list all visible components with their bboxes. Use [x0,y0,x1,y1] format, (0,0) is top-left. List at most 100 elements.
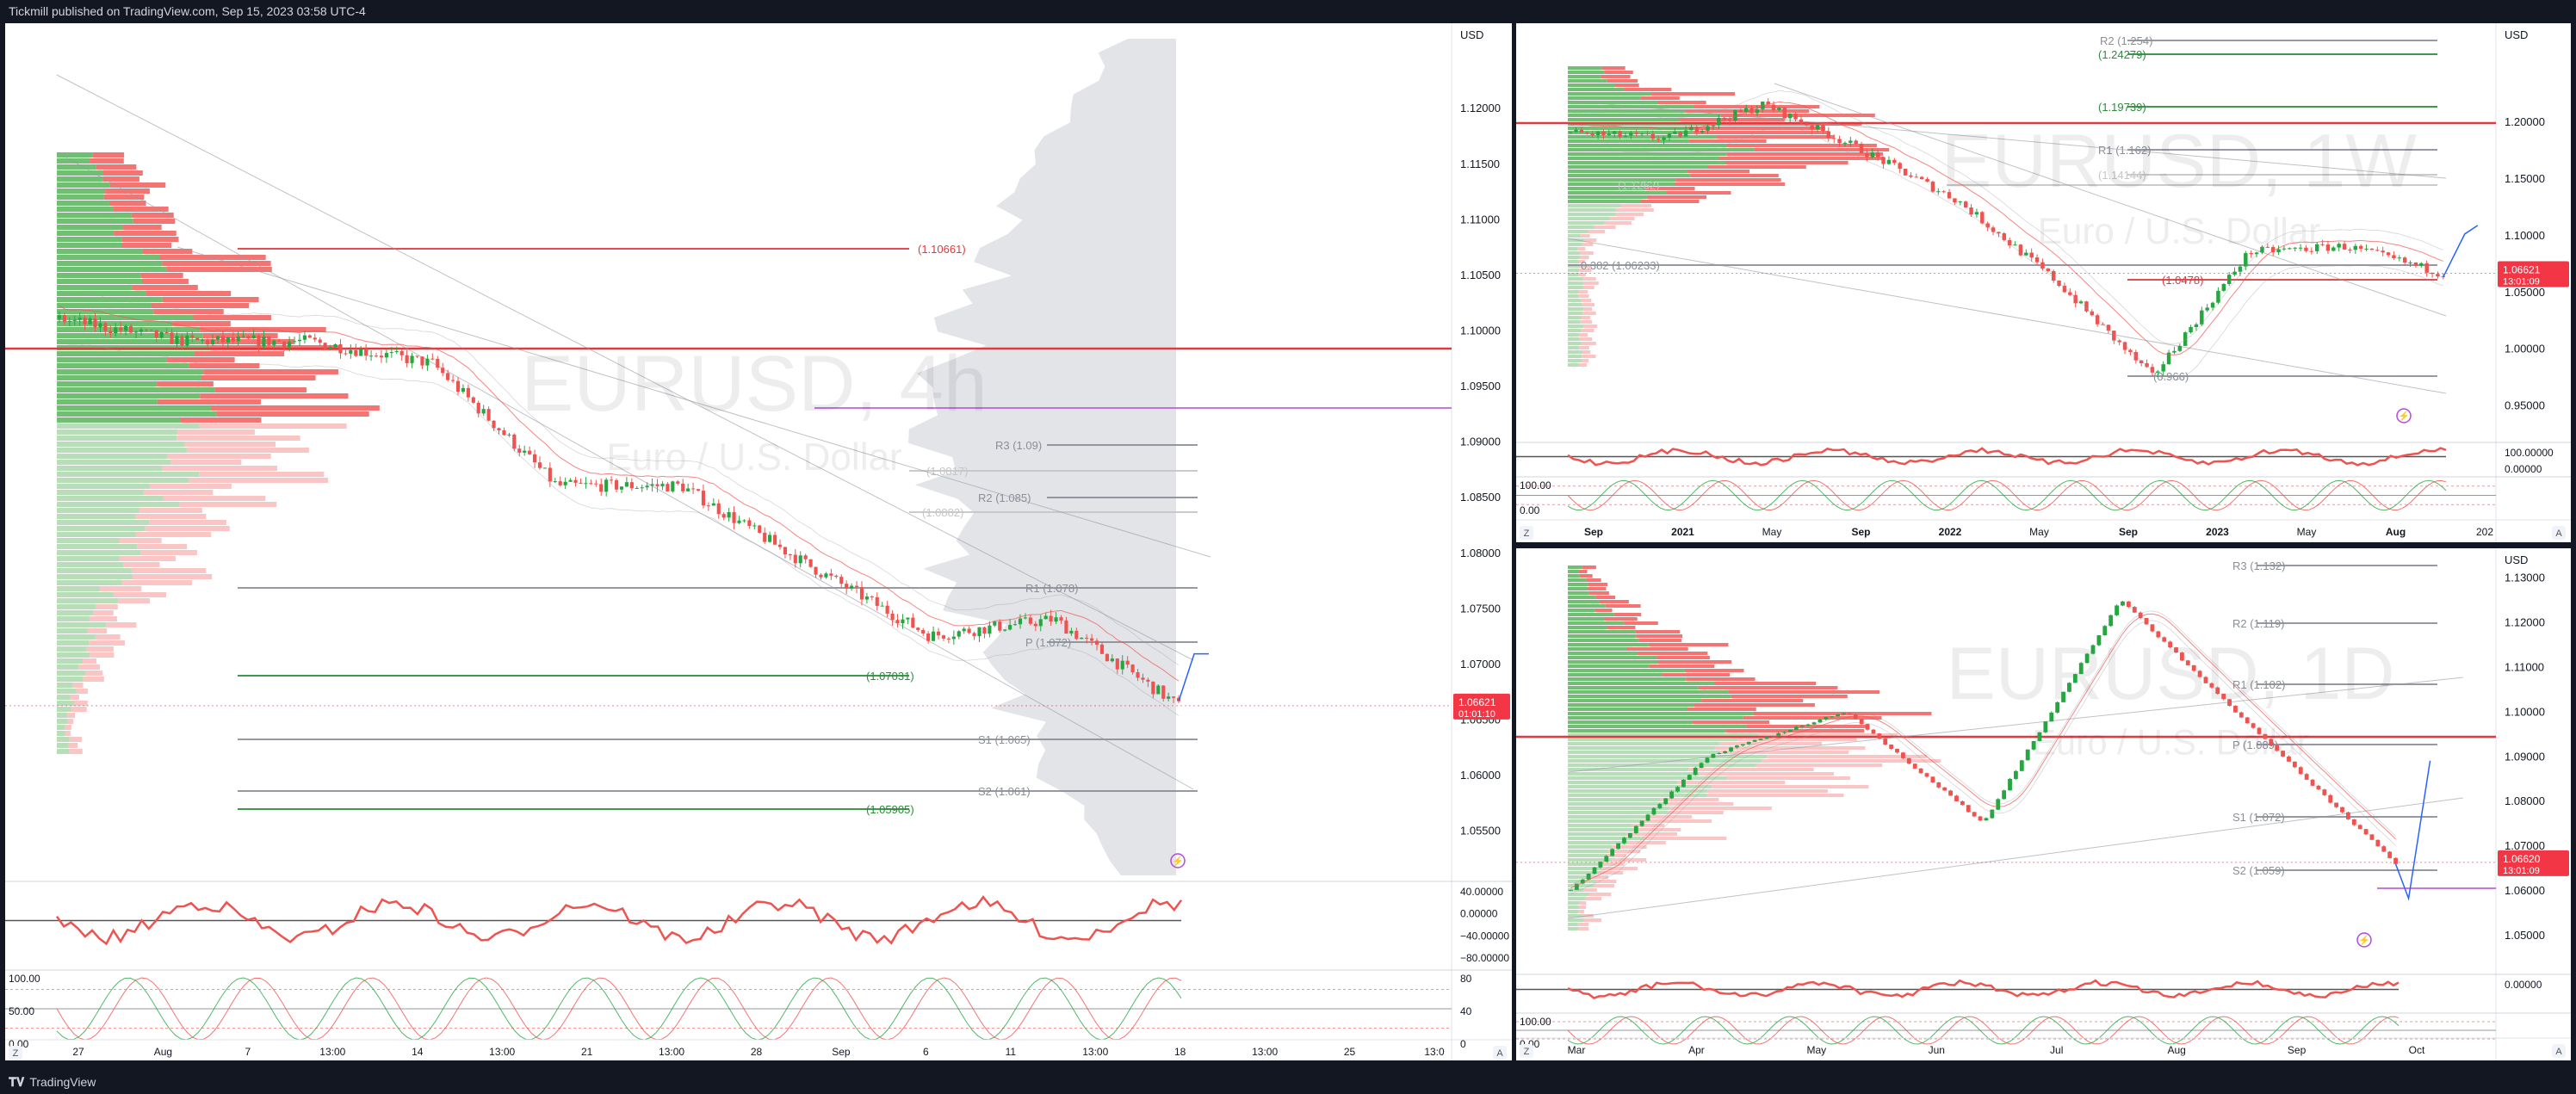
volume-profile-bar-down [89,640,126,646]
volume-profile-bar-up [57,333,203,338]
time-axis-label: Sep [2119,526,2138,538]
volume-profile-bar-up [1568,329,1582,332]
chart-svg-1d[interactable]: 1.13000 1.12000 1.11000 1.10000 1.09000 1.080… [1516,548,2571,1060]
volume-profile-bar-up [1568,286,1583,289]
candle-body [594,483,598,485]
candle-body [175,336,179,344]
volume-profile-bar-up [57,598,118,603]
volume-profile-bar-down [145,526,230,531]
volume-profile-bar-up [57,189,106,194]
volume-profile-bar-down [180,417,262,423]
volume-profile-bar-down [109,182,166,188]
z-button-label: Z [1524,528,1530,539]
candle-body [2288,248,2292,250]
volume-profile-bar-down [1758,733,1898,737]
volume-profile-bar-down [65,725,71,730]
volume-profile-bar-down [1580,256,1589,259]
volume-profile-bar-up [57,707,71,712]
volume-profile-bar-down [100,586,142,591]
volume-profile-bar-up [57,544,138,549]
chart-panel-1d[interactable]: 1.13000 1.12000 1.11000 1.10000 1.09000 1.080… [1516,548,2571,1060]
volume-profile-bar-up [1568,802,1668,806]
volume-profile-bar-up [1568,213,1617,216]
level-label: (1.19739) [2098,101,2146,114]
candle-body [1810,125,1814,130]
time-axis-label: Mar [1568,1044,1586,1056]
trend-line [1774,83,2447,317]
candle-body [584,483,588,485]
candle-body [2397,257,2402,259]
chart-svg-4h[interactable]: 1.12000 1.11500 1.11000 1.10500 1.10000 1.095… [5,23,1512,1060]
volume-profile-bar-down [1645,815,1693,819]
time-axis-label: Jun [1929,1044,1945,1056]
candle-body [1028,617,1032,624]
volume-profile-bar-up [1568,316,1582,319]
volume-profile-bar-down [108,201,146,206]
candle-body [1151,681,1155,695]
chart-svg-1w[interactable]: 1.20000 1.15000 1.10000 1.05000 1.00000 0.950… [1516,23,2571,542]
volume-profile-bar-down [1577,363,1587,367]
candle-body [1018,618,1023,625]
volume-profile-bar-up [1568,884,1595,887]
candle-body [486,409,491,421]
candle-body [2269,739,2274,745]
candle-body [2040,262,2045,269]
candle-body [2156,631,2161,638]
volume-profile-bar-up [57,393,201,399]
candle-body [231,337,235,342]
volume-profile-bar-down [166,267,272,272]
candle-body [845,584,849,589]
volume-profile-bar-down [1582,350,1591,354]
candle-body [318,339,322,343]
volume-profile-bar-down [1582,277,1596,281]
volume-profile-bar-down [119,538,162,543]
volume-profile-bar-down [1615,208,1654,212]
candle-body [916,627,920,630]
volume-profile-bar-down [162,261,271,266]
candle-body [349,349,353,354]
candle-body [798,555,802,564]
candle-body [936,631,941,636]
level-label: (1.0478) [2162,274,2203,287]
time-axis-label: 2023 [2206,526,2229,538]
volume-profile-bar-down [1754,148,1890,151]
candle-body [814,566,818,575]
volume-profile-bar-up [57,683,73,688]
candle-body [793,554,797,564]
candle-body [1639,133,1644,135]
brand-label: TradingView [29,1075,96,1089]
volume-profile-bar-up [57,695,71,700]
candle-body [2037,732,2042,741]
volume-profile-bar-down [121,237,179,242]
volume-profile-bar-down [1607,626,1636,629]
candle-body [2316,785,2321,790]
candle-body [2179,652,2184,661]
candle-body [906,617,910,620]
volume-profile-bar-up [1568,243,1582,246]
candle-body [2102,626,2108,636]
candle-body [1901,752,1905,758]
volume-profile-bar-up [57,725,65,730]
chart-panel-1w[interactable]: 1.20000 1.15000 1.10000 1.05000 1.00000 0.950… [1516,23,2571,542]
volume-profile-bar-up [1568,226,1595,229]
price-axis-label: 1.07000 [1460,658,1501,671]
chart-panel-4h[interactable]: 1.12000 1.11500 1.11000 1.10500 1.10000 1.095… [5,23,1512,1060]
candle-body [1746,741,1751,745]
volume-profile-bar-down [201,375,316,380]
volume-profile-bar-down [1578,260,1585,263]
volume-profile-bar-up [1568,626,1607,629]
price-axis-label: 1.05500 [1460,825,1501,837]
candle-body [2436,274,2440,277]
candle-body [420,356,424,366]
candle-body [288,341,292,348]
candle-body [1871,729,1876,734]
candle-body [1930,776,1935,782]
candle-body [716,503,721,515]
candle-body [1811,722,1817,725]
volume-profile-bar-down [122,225,162,230]
volume-profile-bar-down [1595,609,1613,612]
candle-body [461,387,466,392]
candle-body [164,331,169,333]
candle-body [2351,819,2356,825]
watermark-subtitle: Euro / U.S. Dollar [2032,723,2308,763]
